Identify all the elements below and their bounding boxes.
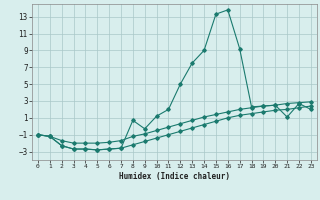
X-axis label: Humidex (Indice chaleur): Humidex (Indice chaleur) xyxy=(119,172,230,181)
